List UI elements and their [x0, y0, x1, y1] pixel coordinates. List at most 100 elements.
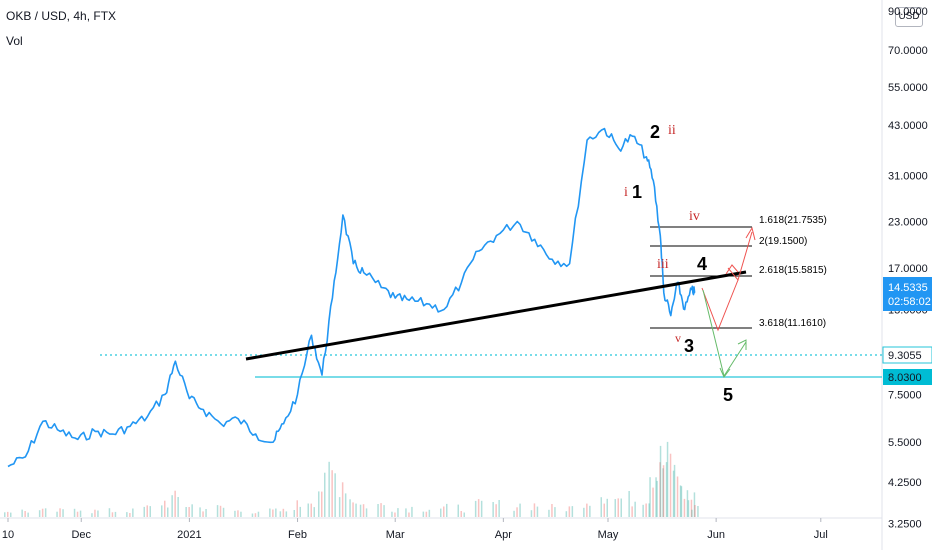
price-axis-tick: 23.0000 — [888, 217, 928, 229]
volume-bar — [94, 509, 96, 517]
volume-bar — [199, 507, 201, 517]
volume-bar — [185, 507, 187, 517]
volume-bar — [313, 507, 315, 517]
volume-bar — [349, 499, 351, 517]
volume-bar — [188, 507, 190, 517]
volume-bar — [59, 508, 61, 517]
volume-bar — [285, 511, 288, 517]
volume-bar — [603, 503, 605, 517]
volume-bar — [341, 482, 344, 517]
volume-bar — [328, 461, 330, 517]
volume-bar — [111, 512, 114, 517]
price-axis-tick: 17.0000 — [888, 263, 928, 275]
last-price-value: 14.5335 — [888, 282, 928, 294]
wave-label-v: v — [675, 331, 681, 345]
volume-bar — [275, 508, 277, 517]
time-axis-tick: Feb — [288, 529, 307, 541]
volume-bar — [673, 464, 676, 517]
volume-bar — [321, 491, 323, 517]
volume-bar — [394, 512, 396, 517]
volume-bar — [269, 508, 271, 517]
volume-bar — [536, 506, 539, 517]
volume-bar — [76, 511, 79, 517]
volume-bar — [548, 509, 550, 517]
volume-bar — [680, 486, 683, 517]
volume-bar — [279, 511, 282, 517]
volume-bar — [391, 511, 393, 517]
volume-bars — [4, 441, 699, 518]
volume-bar — [516, 507, 518, 517]
volume-bar — [352, 502, 354, 517]
level-badge-1 — [882, 346, 932, 364]
volume-bar — [662, 468, 664, 517]
volume-bar — [446, 503, 448, 517]
time-axis-tick: Jun — [707, 529, 725, 541]
volume-bar — [254, 513, 257, 517]
volume-bar — [589, 505, 591, 517]
fib-label-2618: 2.618(15.5815) — [759, 265, 827, 276]
volume-bar — [554, 507, 556, 517]
volume-bar — [655, 477, 657, 518]
wave-label-ii: ii — [668, 123, 676, 138]
volume-bar — [676, 476, 679, 517]
volume-bar — [307, 503, 309, 517]
volume-bar — [422, 511, 425, 517]
volume-bar — [362, 504, 365, 517]
volume-bar — [44, 508, 47, 517]
volume-bar — [167, 507, 169, 517]
volume-bar — [222, 507, 225, 517]
price-axis-tick: 7.5000 — [888, 389, 922, 401]
volume-bar — [634, 501, 636, 517]
wave-label-4: 4 — [697, 254, 707, 274]
price-series-line — [7, 127, 696, 468]
volume-bar — [617, 498, 619, 517]
volume-bar — [533, 503, 536, 517]
volume-bar — [177, 497, 179, 517]
arrowhead-red — [745, 226, 756, 241]
time-axis-tick: Apr — [495, 529, 512, 541]
volume-bar — [697, 506, 699, 517]
volume-bar — [495, 504, 497, 517]
wave-label-5: 5 — [723, 385, 733, 405]
price-axis-tick: 43.0000 — [888, 120, 928, 132]
fib-label-3618: 3.618(11.1610) — [759, 318, 826, 329]
projection-arrow-red-2 — [727, 231, 753, 282]
volume-bar — [146, 505, 148, 517]
level-badge-2-value: 8.0300 — [888, 372, 922, 384]
volume-bar — [583, 507, 585, 517]
volume-bar — [219, 505, 222, 517]
bar-countdown: 02:58:02 — [888, 296, 931, 308]
fib-label-1618: 1.618(21.7535) — [759, 215, 827, 226]
volume-bar — [666, 441, 669, 517]
volume-bar — [296, 500, 298, 517]
volume-bar — [240, 511, 242, 517]
currency-button[interactable]: USD — [895, 7, 923, 27]
arrowhead-green — [737, 339, 747, 350]
volume-bar — [38, 510, 41, 517]
price-axis-tick: 90.0000 — [888, 6, 928, 18]
volume-bar — [161, 505, 163, 517]
time-axis-tick: Dec — [71, 529, 91, 541]
volume-bar — [334, 473, 336, 517]
chart-symbol-title[interactable]: OKB / USD, 4h, FTX — [6, 9, 117, 23]
time-axis-tick: 10 — [2, 529, 14, 541]
volume-bar — [129, 513, 131, 517]
volume-bar — [174, 490, 176, 517]
price-axis-tick: 5.5000 — [888, 437, 922, 449]
volume-bar — [683, 498, 686, 517]
volume-bar — [498, 500, 500, 517]
volume-bar — [457, 504, 459, 517]
volume-bar — [24, 511, 26, 517]
volume-bar — [614, 499, 616, 517]
volume-bar — [460, 511, 462, 517]
volume-bar — [693, 492, 696, 517]
volume-bar — [480, 500, 483, 517]
volume-indicator-label[interactable]: Vol — [6, 34, 23, 48]
volume-bar — [474, 500, 477, 517]
volume-bar — [299, 506, 301, 517]
volume-bar — [606, 498, 608, 517]
price-axis-tick: 4.2500 — [888, 477, 922, 489]
price-axis-tick: 55.0000 — [888, 82, 928, 94]
volume-bar — [397, 508, 399, 517]
